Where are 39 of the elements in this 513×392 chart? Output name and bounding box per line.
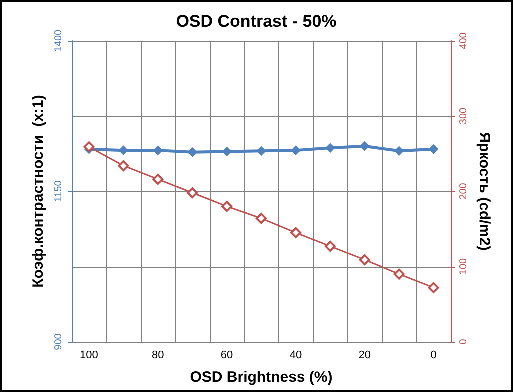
x-tick-label: 80 (152, 350, 164, 362)
point (394, 146, 404, 156)
x-axis-title: OSD Brightness (%) (190, 369, 333, 386)
point (187, 188, 198, 199)
y2-tick-label: 400 (458, 32, 470, 50)
x-tick-label: 100 (80, 350, 98, 362)
y2-tick-label: 100 (458, 258, 470, 276)
point (326, 144, 335, 153)
point (257, 146, 266, 156)
y2-axis-title: Яркость (cd/m2) (476, 132, 493, 251)
point (152, 174, 164, 185)
point (324, 240, 336, 252)
point (359, 254, 370, 266)
x-tick-label: 40 (290, 350, 302, 362)
x-tick-label: 20 (358, 350, 371, 362)
chart-title: OSD Contrast - 50% (176, 12, 337, 31)
point (118, 160, 130, 172)
point (429, 144, 438, 154)
y-tick-label: 1400 (54, 29, 64, 52)
point (154, 146, 163, 156)
point (428, 282, 440, 294)
point (290, 227, 302, 238)
y-axis-title: Коэф.контрастности (x:1) (30, 95, 48, 288)
y-tick-label: 900 (54, 333, 64, 350)
y-tick-label: 1150 (54, 180, 64, 202)
point (84, 142, 95, 153)
point (188, 148, 198, 157)
y2-tick-label: 300 (458, 107, 470, 125)
point (360, 142, 370, 151)
y2-tick-label: 200 (458, 182, 470, 200)
point (222, 147, 232, 156)
point (119, 146, 128, 156)
point (256, 213, 267, 224)
x-tick-label: 0 (430, 350, 437, 362)
x-tick-label: 60 (220, 350, 234, 362)
point (222, 201, 233, 212)
point (394, 268, 405, 280)
point (291, 146, 300, 156)
y2-tick-label: 0 (458, 338, 470, 345)
